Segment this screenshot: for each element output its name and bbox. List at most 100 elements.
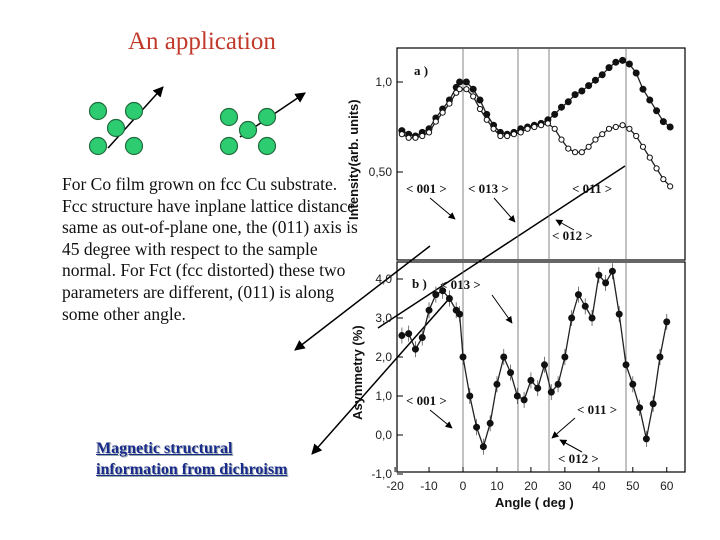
panel-a-frame bbox=[396, 47, 686, 261]
series-b0-point bbox=[486, 419, 494, 427]
series-a1-point bbox=[653, 165, 660, 172]
footer-line-1: Magnetic structural bbox=[96, 440, 233, 457]
y-tick-label-b: 0,0 bbox=[375, 428, 392, 442]
series-a1-point bbox=[517, 129, 524, 136]
series-a1-point bbox=[439, 109, 446, 116]
series-a1-point bbox=[565, 145, 572, 152]
series-a0-point bbox=[564, 98, 572, 106]
body-paragraph: For Co film grown on fcc Cu substrate. F… bbox=[62, 174, 358, 324]
series-a1-point bbox=[456, 86, 463, 93]
series-a0-point bbox=[578, 87, 586, 95]
atom-2 bbox=[106, 118, 126, 138]
series-b0-point bbox=[479, 443, 487, 451]
y-tick-label-a: 1,0 bbox=[375, 75, 392, 89]
series-b0-point bbox=[405, 330, 413, 338]
annotation-b-001-arrow bbox=[429, 409, 453, 429]
series-b0-point bbox=[629, 380, 637, 388]
series-a0-point bbox=[653, 107, 661, 115]
series-b0-line bbox=[401, 269, 668, 449]
series-a0-point bbox=[462, 78, 470, 86]
series-a1-point bbox=[398, 131, 405, 138]
panel-a-ylabel: Intensity(arb. units) bbox=[346, 99, 361, 220]
atom-4 bbox=[124, 136, 144, 156]
x-tick-label: 20 bbox=[524, 479, 538, 493]
series-a1-point bbox=[626, 125, 633, 132]
series-a1-point bbox=[490, 125, 497, 132]
series-a0-point bbox=[632, 69, 640, 77]
series-a0-point bbox=[469, 85, 477, 93]
x-tick-label: 40 bbox=[592, 479, 606, 493]
series-a0-point bbox=[646, 96, 654, 104]
y-tick-label-b: 2,0 bbox=[375, 350, 392, 364]
series-a1-point bbox=[592, 136, 599, 143]
series-b0-point bbox=[500, 353, 508, 361]
series-b0-point bbox=[513, 392, 521, 400]
series-a1-point bbox=[510, 131, 518, 138]
annotation-b-011-arrow bbox=[551, 417, 576, 439]
series-b0-point bbox=[411, 345, 419, 353]
series-a0-point bbox=[571, 91, 579, 99]
series-a1-point bbox=[412, 134, 419, 141]
series-a1-point bbox=[544, 120, 551, 127]
series-b0-point bbox=[398, 332, 406, 340]
series-a1-point bbox=[504, 132, 511, 140]
series-a0-point bbox=[598, 71, 606, 79]
series-b0-point bbox=[574, 291, 582, 299]
series-a1-point bbox=[646, 154, 653, 161]
slide-title: An application bbox=[128, 28, 276, 55]
series-a1-point bbox=[605, 125, 613, 132]
series-a0-point bbox=[619, 56, 627, 64]
footer-link[interactable]: Magnetic structural information from dic… bbox=[96, 438, 287, 480]
x-tick-label: 60 bbox=[660, 479, 674, 493]
annotation-b-012: < 012 > bbox=[558, 451, 599, 466]
series-a1-point bbox=[571, 149, 579, 156]
series-a1-point bbox=[453, 89, 460, 96]
series-b0-point bbox=[622, 361, 630, 369]
series-a1-point bbox=[432, 118, 439, 125]
y-tick-label-b: 1,0 bbox=[375, 389, 392, 403]
series-b0-point bbox=[541, 361, 548, 369]
panel-b-ylabel: Asymmetry (%) bbox=[350, 325, 365, 420]
series-b0-point bbox=[663, 318, 671, 326]
annotation-a-011: < 011 > bbox=[572, 181, 612, 196]
series-b0-point bbox=[656, 353, 664, 361]
atom-7 bbox=[238, 120, 258, 140]
series-a1-point bbox=[551, 125, 558, 132]
y-tick-label-b: -1,0 bbox=[371, 467, 392, 481]
series-a1-point bbox=[538, 122, 545, 129]
series-a1-point bbox=[599, 131, 606, 138]
x-tick-label: 50 bbox=[626, 479, 640, 493]
series-a1-point bbox=[483, 116, 490, 123]
series-a0-point bbox=[551, 110, 559, 118]
annotation-a-001: < 001 > bbox=[406, 181, 447, 196]
series-a1-point bbox=[585, 143, 592, 150]
annotation-b-013: < 013 > bbox=[440, 277, 481, 292]
series-b0-point bbox=[581, 302, 589, 310]
series-a1-point bbox=[446, 100, 453, 107]
series-a1-line bbox=[401, 88, 671, 187]
x-tick-label: 30 bbox=[558, 479, 572, 493]
series-a1-point bbox=[405, 134, 412, 141]
series-a0-point bbox=[557, 103, 565, 111]
footer-line-2: information from dichroism bbox=[96, 461, 288, 478]
annotation-b-011: < 011 > bbox=[577, 402, 617, 417]
connector-line bbox=[377, 165, 626, 329]
panel-a-label: a ) bbox=[414, 63, 428, 78]
x-tick-label: 10 bbox=[490, 479, 504, 493]
series-b0-point bbox=[520, 396, 528, 404]
panel-a-series bbox=[398, 56, 674, 190]
series-a1-point bbox=[612, 123, 619, 131]
series-a0-point bbox=[456, 78, 464, 86]
series-b0-point bbox=[493, 380, 501, 388]
series-a1-point bbox=[425, 129, 433, 136]
series-a1-point bbox=[639, 143, 647, 150]
series-b0-point bbox=[466, 392, 474, 400]
connector-arrow-1 bbox=[294, 245, 431, 351]
series-a1-point bbox=[419, 132, 426, 140]
series-b0-point bbox=[588, 314, 596, 322]
series-b0-point bbox=[595, 271, 603, 279]
series-b0-point bbox=[432, 291, 440, 299]
atom-6 bbox=[257, 107, 277, 127]
series-b0-point bbox=[649, 400, 657, 408]
